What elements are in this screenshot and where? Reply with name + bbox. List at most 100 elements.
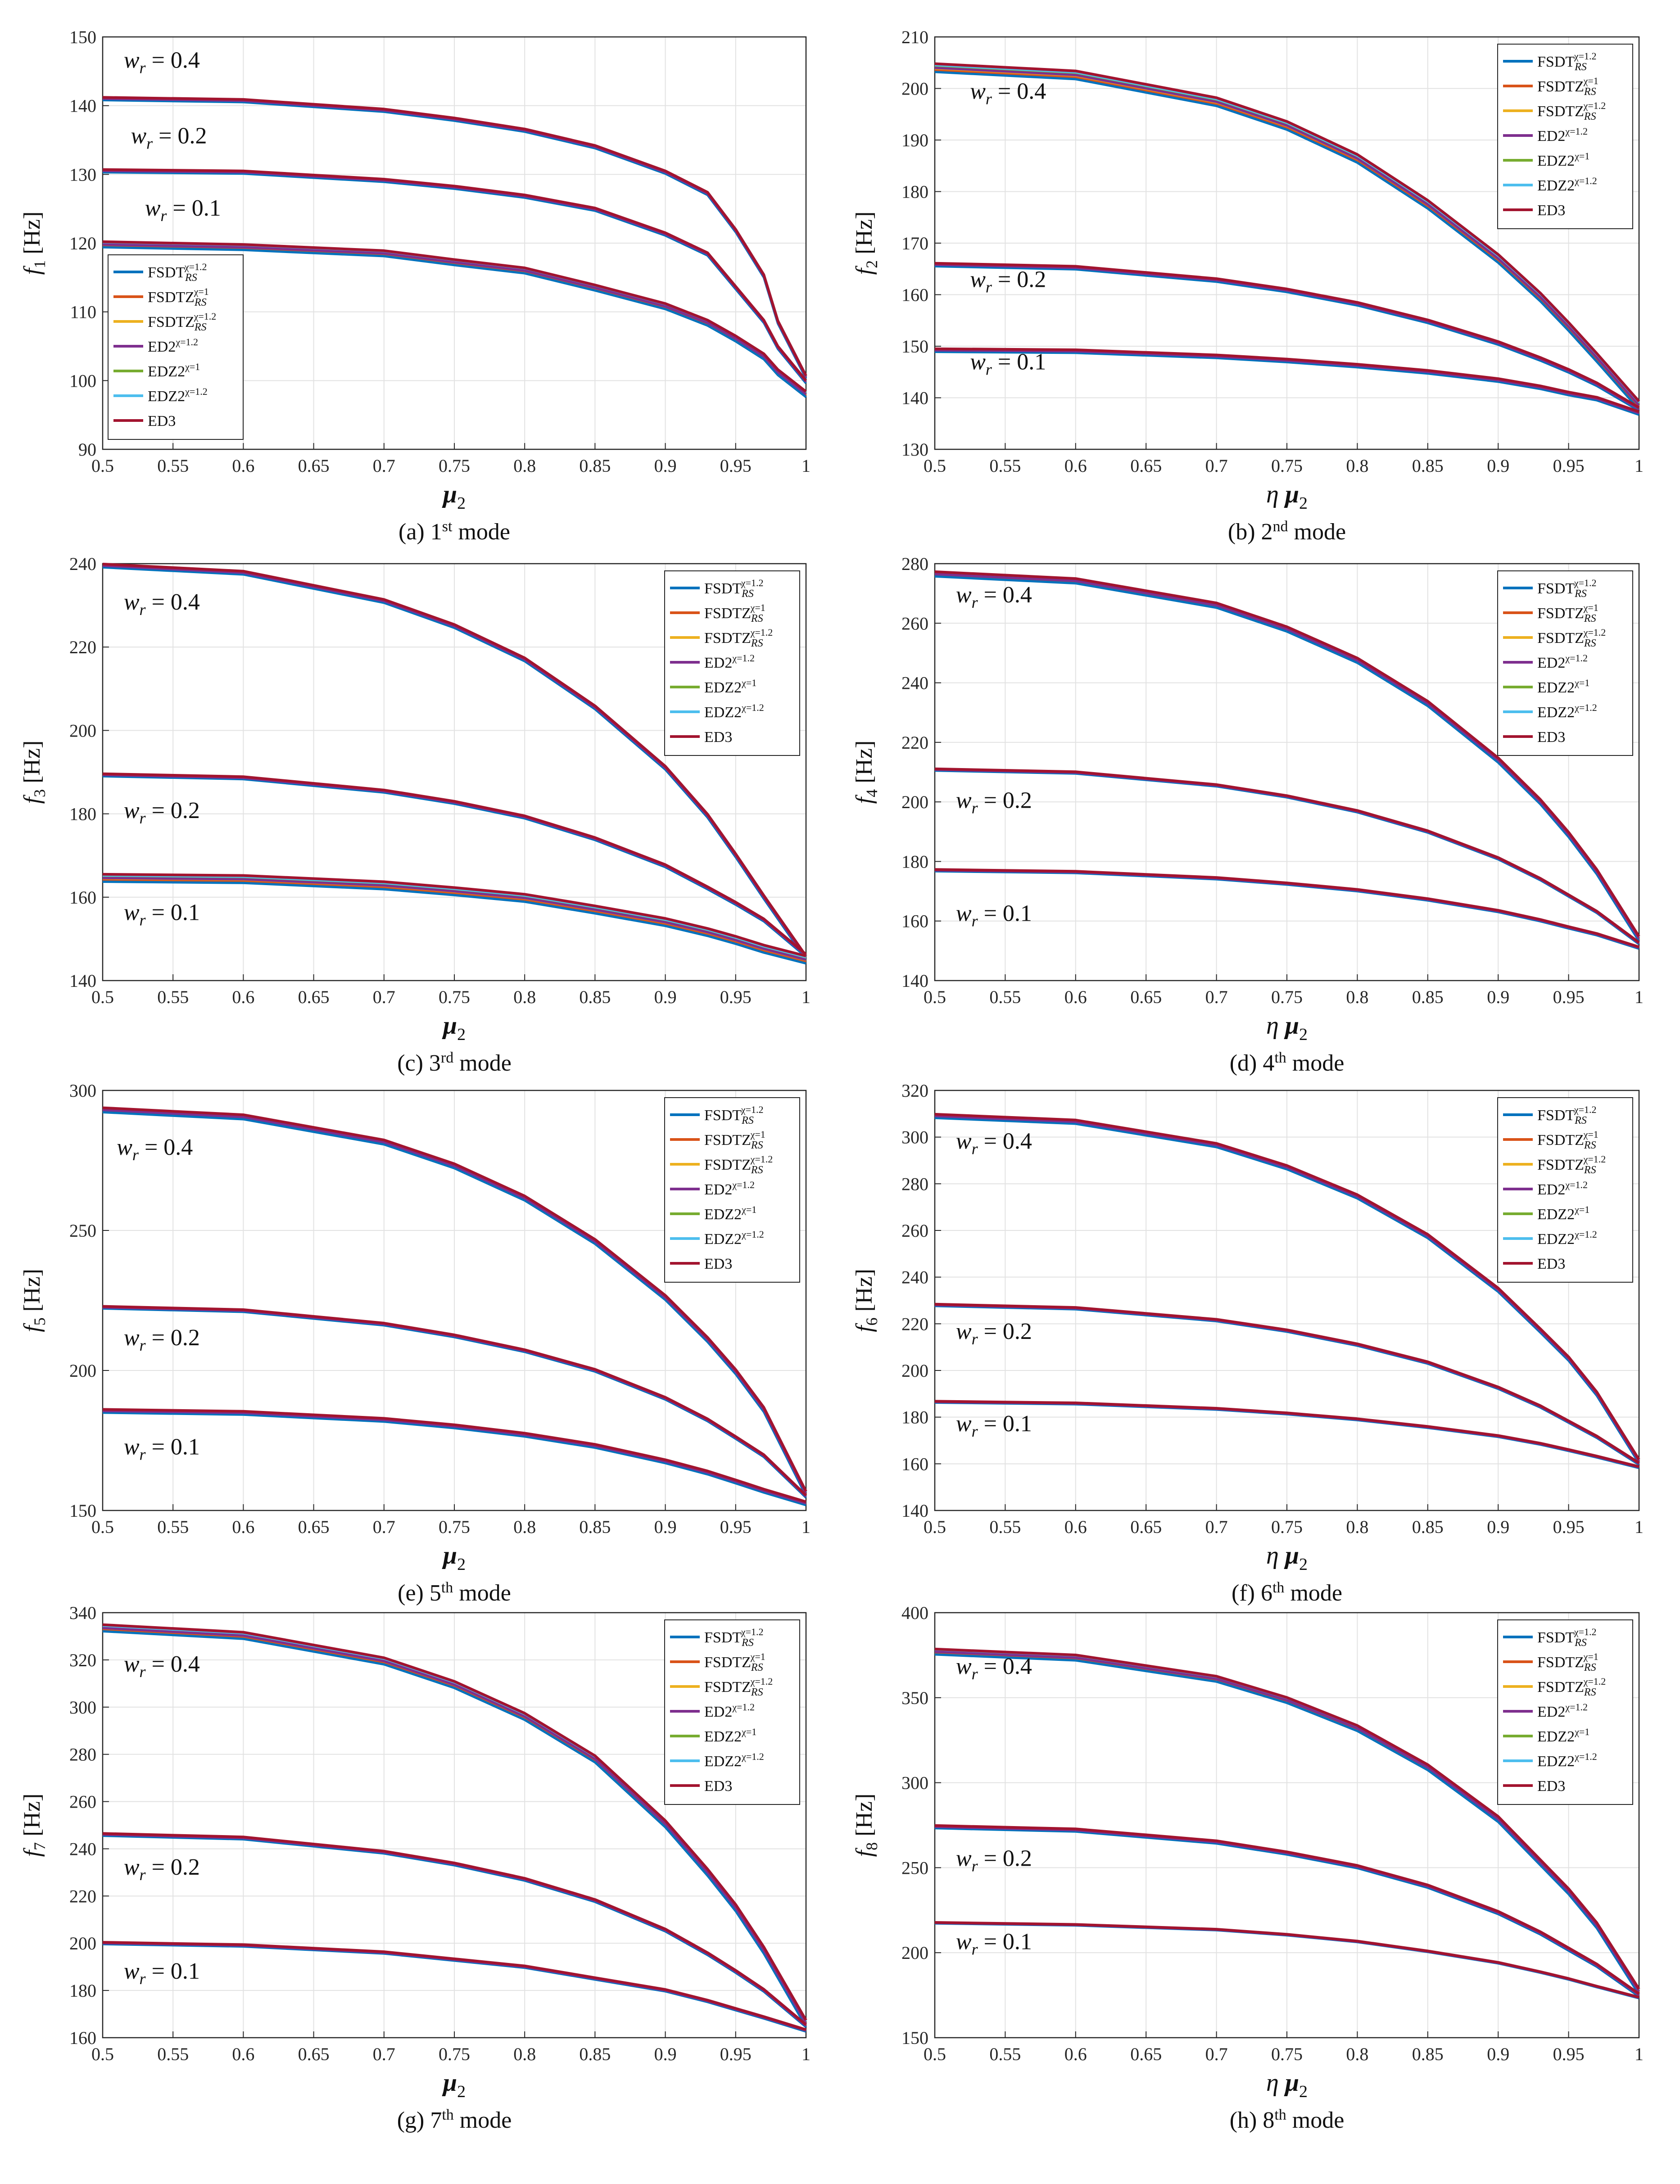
annotation-sub: r [140,59,146,77]
legend-entry: ED2χ=1.2 [1537,1179,1588,1198]
xlabel-sub: 2 [457,1555,466,1574]
legend-sup: χ=1 [1574,1726,1589,1737]
x-tick-label: 0.85 [1412,2044,1444,2064]
x-tick-label: 0.75 [439,456,470,476]
y-tick-label: 240 [901,1267,928,1288]
annotation-value: = 0.1 [978,1411,1032,1437]
annotation-sub: r [972,1422,978,1440]
annotation-sub: r [140,1970,146,1988]
x-tick-label: 0.95 [1553,2044,1585,2064]
y-tick-label: 150 [69,1501,96,1521]
ylabel-sub: 7 [31,1842,49,1850]
legend-sub: RS [751,1687,763,1698]
y-tick-label: 150 [901,2028,928,2048]
panel-caption: (f) 6th mode [1232,1579,1342,1606]
legend-sup: χ=1.2 [741,577,764,588]
y-tick-label: 180 [69,804,96,824]
legend-base: EDZ2 [704,1231,742,1248]
ylabel-sub: 5 [31,1317,49,1325]
x-tick-label: 1 [1635,987,1644,1007]
legend-sub: RS [1584,111,1596,122]
x-tick-label: 0.95 [1553,456,1585,476]
legend-sub: RS [751,1139,763,1151]
annotation-sub: r [140,601,146,619]
y-axis-label: f1 [Hz] [19,212,49,275]
caption-prefix: (g) 7 [397,2107,442,2133]
caption-sup: th [1274,1049,1286,1066]
x-axis-label: η μ2 [1266,2069,1308,2101]
series-line-ed3-group-1 [934,1302,1640,1464]
series-line-ed3-group-2 [934,868,1639,949]
x-tick-label: 1 [802,1517,811,1537]
x-tick-label: 1 [802,456,811,476]
legend-base: EDZ2 [1537,704,1575,721]
y-tick-label: 250 [69,1221,96,1241]
series-line-ed2-1-2-group-0 [934,1650,1640,1993]
y-tick-label: 300 [901,1127,928,1148]
legend: FSDTRSχ=1.2FSDTZRSχ=1FSDTZRSχ=1.2ED2χ=1.… [1497,44,1633,229]
legend: FSDTRSχ=1.2FSDTZRSχ=1FSDTZRSχ=1.2ED2χ=1.… [664,570,800,756]
series-line-fsdtz-rs-1-group-2 [102,879,806,963]
legend-sup: χ=1 [750,1651,765,1662]
series-line-ed3-group-1 [102,1832,807,2026]
legend-sup: χ=1.2 [750,627,773,638]
caption-sup: nd [1273,518,1288,535]
annotation-base: w [124,900,140,926]
annotation-value: = 0.2 [978,787,1032,813]
annotation-base: w [970,267,986,292]
xlabel-eta: η [1266,2069,1285,2097]
x-tick-label: 0.95 [720,2044,752,2064]
legend-base: ED3 [148,413,176,430]
x-tick-label: 0.65 [1130,1517,1162,1537]
xlabel-base: μ [442,480,457,508]
legend-sup: χ=1.2 [1574,1626,1597,1637]
annotation-sub: r [140,1866,146,1884]
legend-base: EDZ2 [1537,1753,1575,1770]
x-tick-label: 0.65 [298,456,330,476]
annotation-base: w [124,1434,140,1460]
x-tick-label: 1 [802,2044,811,2064]
x-tick-label: 0.5 [924,1517,946,1537]
x-tick-label: 0.6 [232,987,254,1007]
y-tick-label: 260 [901,613,928,633]
legend-base: FSDTZ [704,1132,751,1149]
legend: FSDTRSχ=1.2FSDTZRSχ=1FSDTZRSχ=1.2ED2χ=1.… [108,254,244,440]
legend-base: FSDTZ [1537,78,1584,95]
legend-base: FSDT [704,1629,742,1646]
legend-entry: EDZ2χ=1.2 [1537,1751,1597,1770]
y-tick-label: 180 [901,182,928,202]
legend-entry: FSDTZRSχ=1 [704,1129,765,1151]
annotation-value: = 0.1 [146,1958,200,1984]
series-line-fsdtz-rs-1-2-group-2 [102,878,806,962]
chart-panel-e: 0.5 0.55 0.6 0.65 0.7 0.75 0.8 0.85 0.9 0.95 1 150 2… [19,1081,811,1606]
x-tick-label: 0.55 [157,1517,189,1537]
x-tick-label: 0.7 [373,987,395,1007]
legend-sub: RS [751,638,763,649]
annotation-value: = 0.1 [978,901,1032,927]
x-tick-label: 0.9 [654,456,677,476]
x-tick-label: 0.5 [924,456,946,476]
y-axis-label: f3 [Hz] [19,741,49,804]
x-tick-label: 0.95 [1553,987,1585,1007]
legend-base: ED2 [1537,128,1565,145]
x-tick-label: 0.95 [1553,1517,1585,1537]
legend-entry: FSDTZRSχ=1 [148,286,209,308]
series-line-ed3-group-1 [934,262,1640,409]
panel-caption: (a) 1st mode [398,518,510,545]
legend-base: FSDT [1537,1107,1575,1124]
xlabel-sub: 2 [457,1025,466,1044]
legend-base: FSDTZ [704,1679,751,1696]
legend-base: EDZ2 [148,388,185,405]
annotation-sub: r [986,361,992,379]
legend-entry: FSDTRSχ=1.2 [1537,1626,1596,1649]
legend-entry: EDZ2χ=1.2 [704,1229,764,1248]
ylabel-unit: [Hz] [19,1269,45,1317]
x-tick-label: 0.75 [1271,1517,1303,1537]
legend-sub: RS [1574,61,1587,73]
legend-base: EDZ2 [1537,153,1575,169]
annotation-sub: r [140,1336,146,1354]
series-line-ed2-1-2-group-0 [934,573,1640,940]
legend-entry: FSDTZRSχ=1.2 [1537,627,1606,649]
series-line-ed3-group-1 [102,1305,807,1497]
ylabel-sub: 1 [31,260,49,268]
